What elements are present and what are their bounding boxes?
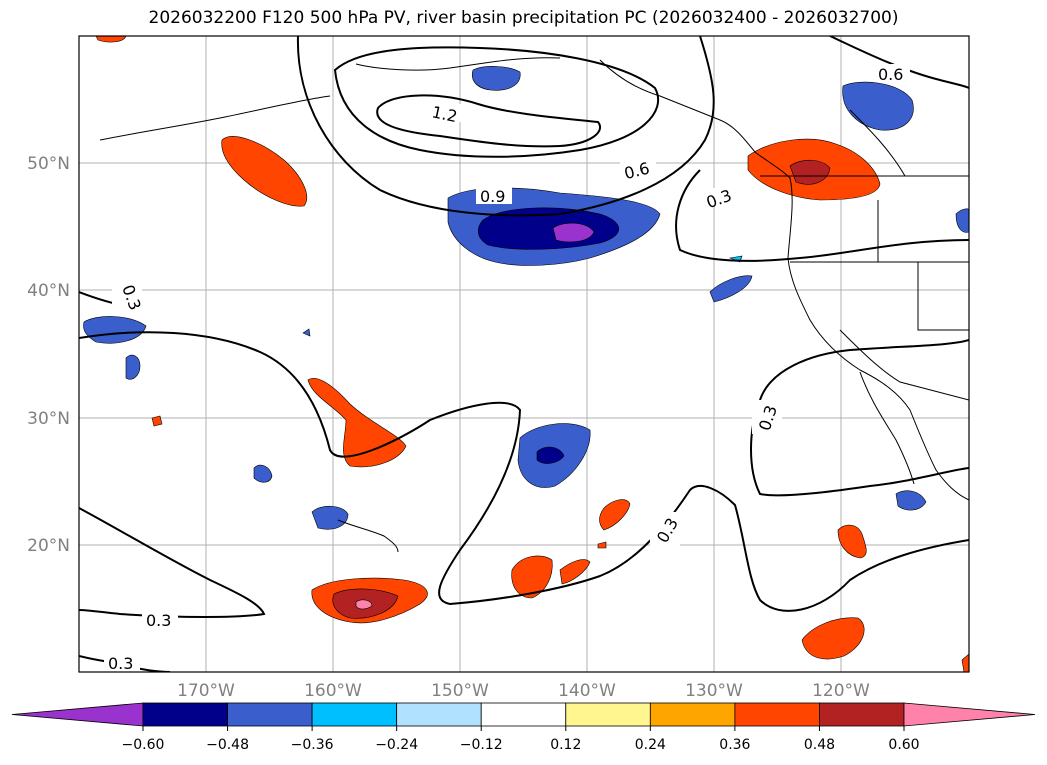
contour-label: 1.2 (430, 102, 459, 126)
border-canada-bc (849, 109, 906, 177)
map-title: 2026032200 F120 500 hPa PV, river basin … (148, 8, 899, 28)
contour-0.3-coast (675, 169, 969, 262)
contour-0.3-west (79, 507, 266, 618)
contour-label: 0.9 (480, 187, 505, 206)
lon-label: 130°W (685, 681, 743, 700)
lat-label: 50°N (27, 154, 70, 174)
pv-contours (79, 36, 969, 672)
colorbar-segment (734, 702, 820, 727)
contour-0.6-east (829, 36, 969, 89)
colorbar-tick-label: 0.48 (804, 737, 835, 753)
precip-neg-subtropic-core (536, 446, 565, 464)
precip-pos-south-peak (355, 599, 373, 610)
contour-0.3-ring (759, 339, 969, 401)
map-frame (78, 35, 970, 673)
precip-neg-gulf (471, 66, 521, 91)
colorbar-tick-label: −0.36 (291, 737, 334, 753)
precip-pos-edge (961, 653, 969, 672)
contour-1.2 (376, 94, 601, 148)
precip-pos-sub-1 (511, 555, 553, 599)
lat-label: 40°N (27, 281, 70, 301)
precip-neg-edge (955, 208, 969, 233)
colorbar-segment (311, 702, 398, 727)
contour-0.3-pacific (79, 331, 969, 612)
coast-hawaii (337, 519, 399, 553)
lon-label: 150°W (431, 681, 489, 700)
lon-label: 160°W (304, 681, 362, 700)
colorbar-segment (819, 702, 905, 727)
colorbar-extend-high (903, 702, 1036, 727)
colorbar-segment (227, 702, 313, 727)
lon-label: 170°W (177, 681, 235, 700)
lat-label: 20°N (27, 536, 70, 556)
precip-pos-corner (95, 36, 127, 43)
colorbar-tick-label: 0.24 (635, 737, 666, 753)
precip-neg-central-peak (552, 222, 595, 243)
precip-neg-small-1 (125, 354, 141, 380)
map-panel: 1.2 0.9 0.6 0.6 0.3 0.3 0.3 0.3 0.3 0.3 … (27, 35, 970, 700)
colorbar-tick-label: −0.60 (122, 737, 165, 753)
colorbar-tick-label: −0.48 (206, 737, 249, 753)
contour-0.3-mex (750, 399, 969, 497)
precip-pos-small (151, 415, 163, 427)
colorbar-tick-label: −0.12 (460, 737, 503, 753)
precip-neg-offshore (709, 275, 753, 303)
colorbar-segment (649, 702, 736, 727)
precip-neg-west-mid (83, 316, 147, 344)
contour-label: 0.3 (146, 611, 171, 630)
colorbar-segment (396, 702, 482, 727)
colorbar-tick-label: 0.36 (719, 737, 750, 753)
coast-alaska-south (355, 57, 561, 71)
precip-fields (83, 36, 969, 672)
precip-neg-small-2 (253, 464, 273, 483)
precip-neg-tiny (302, 328, 311, 337)
colorbar-tick-label: −0.24 (375, 737, 418, 753)
lon-label: 120°W (812, 681, 870, 700)
precip-neg-hawaii (311, 505, 349, 530)
contour-label: 0.3 (108, 654, 133, 673)
colorbar-segment (565, 702, 651, 727)
coastlines (99, 57, 969, 553)
precip-neg-nw-canada (842, 81, 914, 131)
precip-pos-sub-3 (599, 499, 631, 531)
contour-label: 0.6 (878, 65, 903, 84)
precip-pos-sw-mexico (801, 617, 865, 660)
colorbar-segment (480, 702, 567, 727)
precip-pos-tiny (597, 541, 607, 549)
colorbar-tick-label: 0.60 (888, 737, 919, 753)
colorbar-segment (142, 702, 228, 727)
border-state-3 (917, 262, 969, 331)
contour-0.6-outer (296, 36, 715, 217)
precip-neg-mexico (895, 490, 927, 511)
coast-north-america (599, 59, 969, 501)
colorbar-tick-label: 0.12 (550, 737, 581, 753)
precip-pos-nw-pacific (221, 136, 308, 207)
precip-pos-pnw-core (789, 159, 831, 185)
coast-baja (859, 371, 915, 485)
precip-pos-midwest (307, 378, 407, 468)
border-state-4 (839, 329, 969, 401)
contour-0.9 (333, 46, 660, 158)
lon-label: 140°W (558, 681, 616, 700)
colorbar-extend-low (11, 702, 144, 727)
precip-pos-sub-2 (559, 559, 591, 585)
coast-alaska-islands (99, 95, 331, 141)
precip-pos-mexico (837, 524, 867, 559)
lat-label: 30°N (27, 409, 70, 429)
